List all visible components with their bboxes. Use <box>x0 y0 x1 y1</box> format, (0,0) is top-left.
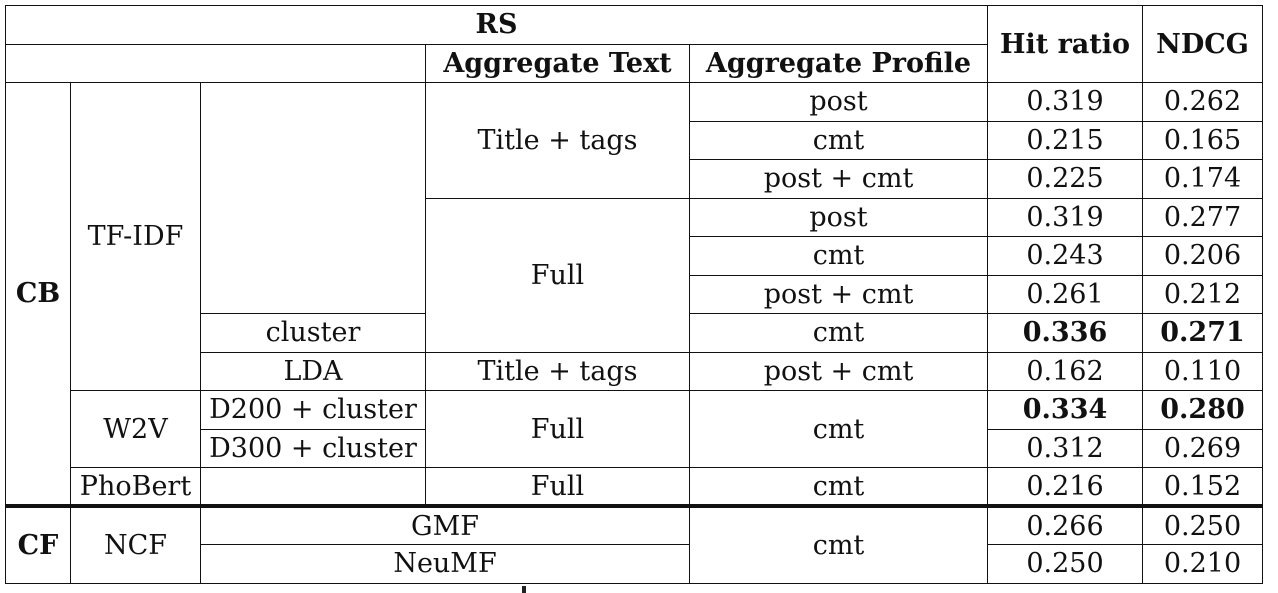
hit-ratio-cell: 0.336 <box>987 313 1143 353</box>
hit-ratio-cell: 0.250 <box>987 544 1143 584</box>
aggregate-profile-cell: cmt <box>689 120 988 160</box>
hit-ratio-header: Hit ratio <box>987 5 1143 83</box>
hit-ratio-cell: 0.319 <box>987 82 1143 122</box>
table-row: W2V D200 + cluster Full cmt 0.334 0.280 <box>6 390 1263 468</box>
table-row: D300 + cluster 0.312 0.269 <box>6 428 1263 468</box>
aggregate-profile-cell: cmt <box>689 467 988 507</box>
method-ncf: NCF <box>70 504 201 584</box>
hit-ratio-cell: 0.225 <box>987 159 1143 199</box>
ndcg-cell: 0.271 <box>1142 313 1263 353</box>
variant-blank <box>200 467 426 507</box>
ndcg-cell: 0.174 <box>1142 159 1263 199</box>
ndcg-cell: 0.206 <box>1142 236 1263 276</box>
aggregate-text-cell: Full <box>425 197 690 353</box>
hit-ratio-cell: 0.243 <box>987 236 1143 276</box>
table-row: cmt 0.243 0.206 <box>6 236 1263 276</box>
aggregate-profile-cell: cmt <box>689 390 988 468</box>
cropped-glyph-fragment <box>522 586 526 593</box>
ndcg-cell: 0.277 <box>1142 197 1263 237</box>
hit-ratio-cell: 0.215 <box>987 120 1143 160</box>
table-row: PhoBert Full cmt 0.216 0.152 <box>6 467 1263 507</box>
aggregate-profile-cell: post <box>689 82 988 122</box>
ndcg-cell: 0.280 <box>1142 390 1263 430</box>
ndcg-cell: 0.165 <box>1142 120 1263 160</box>
hit-ratio-cell: 0.334 <box>987 390 1143 430</box>
variant-cell: NeuMF <box>200 544 690 584</box>
variant-cell: GMF <box>200 504 690 545</box>
ndcg-cell: 0.269 <box>1142 428 1263 468</box>
ndcg-cell: 0.212 <box>1142 274 1263 314</box>
method-phobert: PhoBert <box>70 467 201 507</box>
ndcg-cell: 0.110 <box>1142 351 1263 391</box>
hit-ratio-cell: 0.312 <box>987 428 1143 468</box>
aggregate-profile-cell: post <box>689 197 988 237</box>
hit-ratio-cell: 0.261 <box>987 274 1143 314</box>
header-blank <box>5 43 426 83</box>
aggregate-text-cell: Full <box>425 467 690 507</box>
aggregate-profile-header: Aggregate Profile <box>689 43 988 83</box>
variant-cell: D200 + cluster <box>200 390 426 430</box>
method-tfidf: TF-IDF <box>70 82 201 391</box>
table-row: cmt 0.215 0.165 <box>6 120 1263 160</box>
aggregate-profile-cell: post + cmt <box>689 274 988 314</box>
ndcg-cell: 0.210 <box>1142 544 1263 584</box>
ndcg-cell: 0.250 <box>1142 504 1263 545</box>
ndcg-cell: 0.262 <box>1142 82 1263 122</box>
aggregate-profile-cell: post + cmt <box>689 159 988 199</box>
aggregate-text-cell: Title + tags <box>425 82 690 199</box>
table-row: NeuMF 0.250 0.210 <box>6 544 1263 584</box>
aggregate-profile-cell: cmt <box>689 504 988 584</box>
method-w2v: W2V <box>70 390 201 468</box>
table-row: CB TF-IDF Title + tags post 0.319 0.262 <box>5 82 1263 507</box>
aggregate-text-cell: Title + tags <box>425 351 690 391</box>
table-row: LDA Title + tags post + cmt 0.162 0.110 <box>6 351 1263 391</box>
hit-ratio-cell: 0.162 <box>987 351 1143 391</box>
group-cb: CB <box>5 82 71 507</box>
table-row: post + cmt 0.261 0.212 <box>6 274 1263 314</box>
aggregate-profile-cell: cmt <box>689 313 988 353</box>
hit-ratio-cell: 0.266 <box>987 504 1143 545</box>
group-cf: CF <box>5 504 71 584</box>
aggregate-profile-cell: post + cmt <box>689 351 988 391</box>
ndcg-header: NDCG <box>1142 5 1263 83</box>
table-row: CF NCF GMF cmt 0.266 0.250 <box>5 504 1263 584</box>
aggregate-text-header: Aggregate Text <box>425 43 690 83</box>
ndcg-cell: 0.152 <box>1142 467 1263 507</box>
hit-ratio-cell: 0.319 <box>987 197 1143 237</box>
aggregate-text-cell: Full <box>425 390 690 468</box>
results-table: RS Hit ratio NDCG Aggregate Text Aggrega… <box>5 5 1263 584</box>
variant-cell: D300 + cluster <box>200 428 426 468</box>
table-row: Full post 0.319 0.277 <box>6 197 1263 353</box>
variant-cell: LDA <box>200 351 426 391</box>
hit-ratio-cell: 0.216 <box>987 467 1143 507</box>
table-row: cluster cmt 0.336 0.271 <box>6 313 1263 353</box>
variant-blank <box>200 82 426 314</box>
rs-header: RS <box>5 5 988 45</box>
aggregate-profile-cell: cmt <box>689 236 988 276</box>
variant-cell: cluster <box>200 313 426 353</box>
